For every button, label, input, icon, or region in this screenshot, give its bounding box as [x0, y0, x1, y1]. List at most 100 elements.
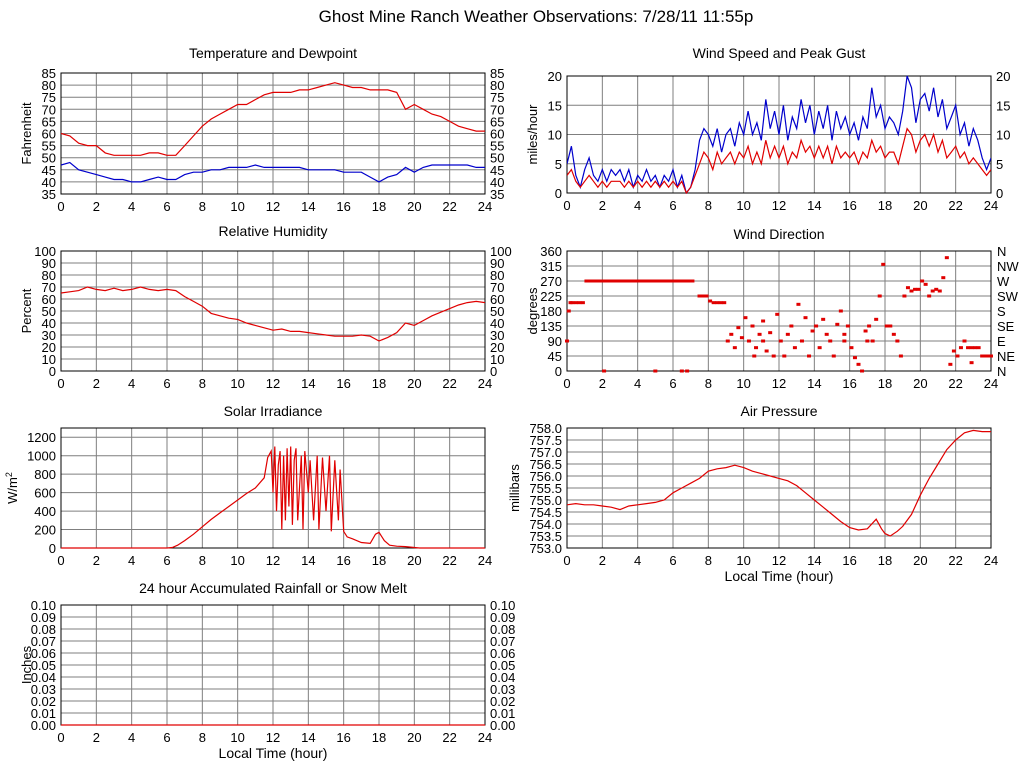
- data-point: [828, 339, 833, 343]
- data-point: [867, 324, 872, 328]
- data-point: [595, 279, 600, 283]
- y-tick-label-right: 5: [996, 157, 1003, 172]
- y-tick-label: 30: [42, 328, 56, 343]
- x-tick-label: 6: [163, 199, 170, 214]
- data-point: [778, 339, 783, 343]
- x-tick-label: 20: [913, 376, 927, 391]
- data-point: [874, 317, 879, 321]
- data-point: [732, 346, 737, 350]
- y-tick-label: 600: [34, 486, 56, 501]
- x-tick-label: 12: [772, 198, 786, 213]
- data-point: [941, 276, 946, 280]
- y-tick-label: 70: [42, 102, 56, 117]
- data-point: [824, 332, 829, 336]
- data-point: [888, 324, 893, 328]
- data-point: [944, 256, 949, 260]
- x-tick-label: 14: [301, 553, 315, 568]
- data-point: [739, 336, 744, 340]
- x-tick-label: 20: [913, 198, 927, 213]
- x-tick-label: 18: [372, 553, 386, 568]
- series-line: [567, 429, 991, 537]
- y-tick-label-right: 20: [996, 69, 1010, 84]
- x-tick-label: 16: [842, 198, 856, 213]
- data-point: [587, 279, 592, 283]
- y-axis-label: miles/hour: [525, 104, 540, 165]
- data-point: [969, 361, 974, 365]
- data-point: [602, 279, 607, 283]
- y-tick-label-right: 50: [490, 304, 504, 319]
- x-tick-label: 12: [266, 376, 280, 391]
- data-point: [860, 369, 865, 373]
- data-point: [722, 301, 727, 305]
- y-tick-label: 0.03: [31, 682, 56, 697]
- gridlines: [60, 72, 486, 195]
- y-tick-label: 1000: [27, 449, 56, 464]
- y-tick-label: 755.0: [529, 493, 562, 508]
- y-tick-label-right: 0.05: [490, 658, 515, 673]
- x-tick-label: 2: [93, 553, 100, 568]
- y-tick-label: 100: [34, 244, 56, 259]
- x-tick-label: 10: [736, 553, 750, 568]
- x-tick-label: 24: [478, 376, 492, 391]
- compass-label: S: [997, 304, 1006, 319]
- data-point: [799, 339, 804, 343]
- x-tick-label: 14: [301, 376, 315, 391]
- x-tick-label: 12: [772, 553, 786, 568]
- y-tick-label: 754.0: [529, 517, 562, 532]
- data-point: [669, 279, 674, 283]
- y-tick-label: 10: [42, 352, 56, 367]
- data-point: [764, 349, 769, 353]
- x-tick-label: 2: [599, 553, 606, 568]
- y-tick-label: 758.0: [529, 421, 562, 436]
- data-point: [715, 301, 720, 305]
- data-point: [651, 279, 656, 283]
- data-point: [796, 302, 801, 306]
- data-point: [973, 346, 978, 350]
- x-axis-label: Local Time (hour): [725, 568, 834, 584]
- x-tick-label: 14: [807, 553, 821, 568]
- data-point: [623, 279, 628, 283]
- data-point: [637, 279, 642, 283]
- data-point: [849, 346, 854, 350]
- data-point: [817, 346, 822, 350]
- y-tick-label: 75: [42, 90, 56, 105]
- x-tick-label: 16: [336, 376, 350, 391]
- data-point: [842, 339, 847, 343]
- y-tick-label-right: 40: [490, 175, 504, 190]
- data-point: [683, 279, 688, 283]
- data-point: [810, 329, 815, 333]
- x-tick-label: 18: [372, 199, 386, 214]
- x-tick-label: 16: [842, 376, 856, 391]
- y-tick-label: 400: [34, 504, 56, 519]
- data-point: [881, 262, 886, 266]
- y-tick-label: 90: [42, 256, 56, 271]
- chart-rain: 24 hour Accumulated Rainfall or Snow Mel…: [19, 580, 515, 761]
- data-point: [609, 279, 614, 283]
- x-tick-label: 0: [57, 553, 64, 568]
- y-tick-label: 0.08: [31, 622, 56, 637]
- series-line: [61, 161, 485, 183]
- y-axis-label: millibars: [507, 464, 522, 512]
- data-point: [831, 354, 836, 358]
- series-line: [567, 75, 991, 194]
- data-point: [807, 354, 812, 358]
- chart-title: Relative Humidity: [219, 223, 328, 239]
- x-tick-label: 4: [634, 376, 641, 391]
- y-tick-label-right: 35: [490, 187, 504, 202]
- y-tick-label-right: 40: [490, 316, 504, 331]
- data-point: [782, 354, 787, 358]
- data-point: [591, 279, 596, 283]
- data-point: [746, 339, 751, 343]
- x-tick-label: 16: [336, 199, 350, 214]
- data-point: [644, 279, 649, 283]
- x-tick-label: 10: [736, 376, 750, 391]
- y-tick-label-right: 75: [490, 90, 504, 105]
- page-title: Ghost Mine Ranch Weather Observations: 7…: [318, 7, 754, 26]
- data-point: [951, 349, 956, 353]
- x-tick-label: 22: [442, 199, 456, 214]
- data-point: [937, 289, 942, 293]
- data-point: [566, 309, 571, 313]
- y-tick-label-right: 0.03: [490, 682, 515, 697]
- y-tick-label-right: 70: [490, 280, 504, 295]
- data-point: [761, 339, 766, 343]
